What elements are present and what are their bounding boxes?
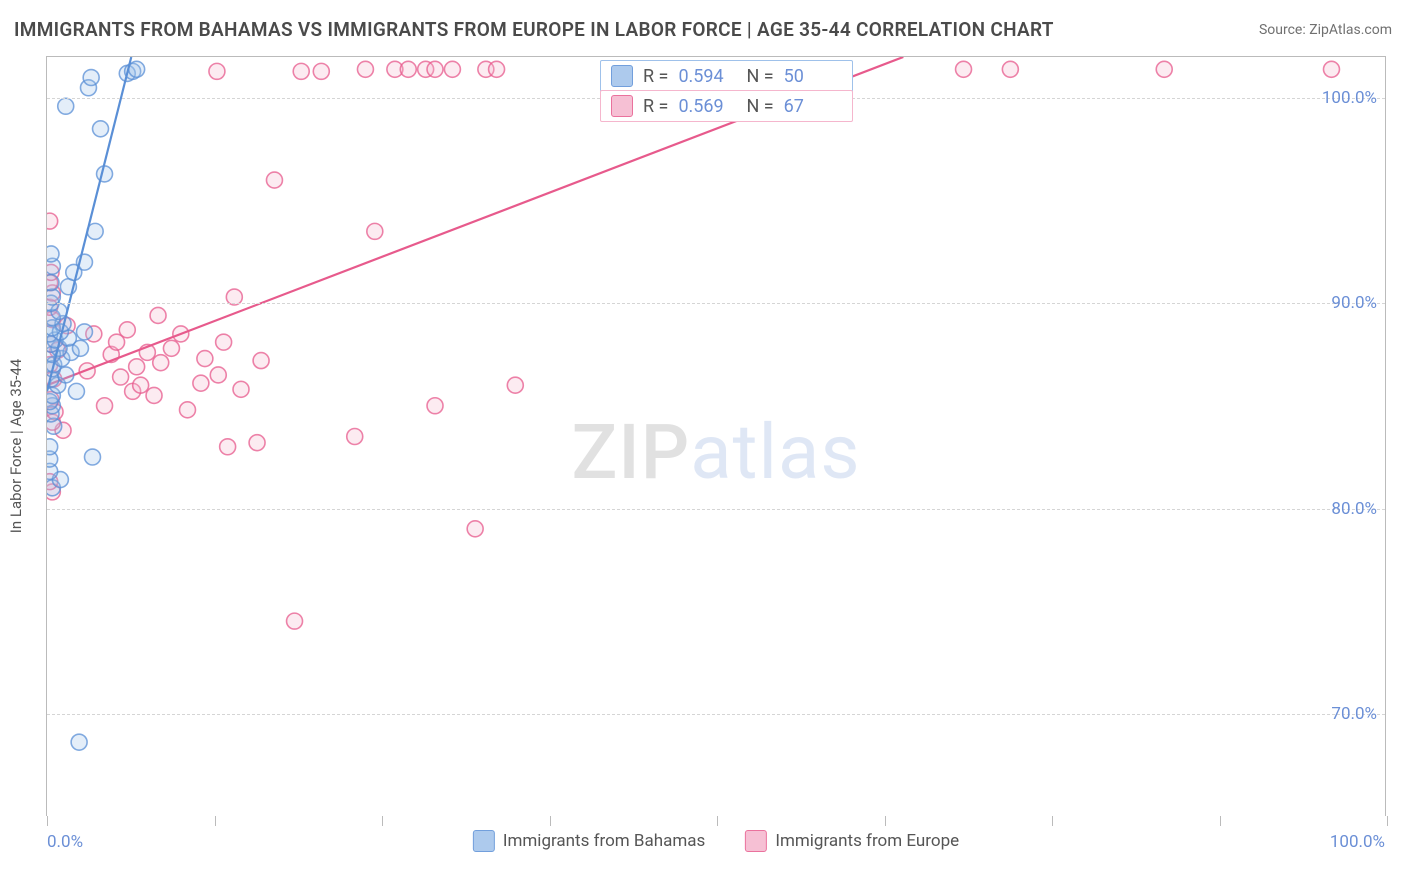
data-point bbox=[427, 61, 443, 77]
legend-label-europe: Immigrants from Europe bbox=[775, 831, 959, 851]
legend-swatch-europe bbox=[745, 830, 767, 852]
data-point bbox=[249, 435, 265, 451]
data-point bbox=[357, 61, 373, 77]
y-tick-label: 70.0% bbox=[1331, 704, 1377, 724]
data-point bbox=[216, 334, 232, 350]
data-point bbox=[76, 324, 92, 340]
data-point bbox=[47, 275, 59, 291]
stat-swatch bbox=[611, 95, 633, 117]
chart-title: IMMIGRANTS FROM BAHAMAS VS IMMIGRANTS FR… bbox=[14, 18, 1054, 41]
stat-box: R = 0.594 N = 50 bbox=[600, 60, 853, 92]
x-tick-mark bbox=[1220, 816, 1221, 826]
data-point bbox=[150, 307, 166, 323]
x-tick-mark bbox=[550, 816, 551, 826]
x-axis-min-label: 0.0% bbox=[47, 832, 83, 852]
data-point bbox=[210, 367, 226, 383]
scatter-plot bbox=[47, 57, 1385, 816]
data-point bbox=[293, 63, 309, 79]
x-axis-max-label: 100.0% bbox=[1330, 832, 1385, 852]
x-tick-mark bbox=[382, 816, 383, 826]
data-point bbox=[467, 521, 483, 537]
data-point bbox=[507, 377, 523, 393]
x-tick-mark bbox=[717, 816, 718, 826]
legend-item-europe: Immigrants from Europe bbox=[745, 830, 959, 852]
data-point bbox=[153, 355, 169, 371]
n-label: N = bbox=[746, 66, 773, 87]
data-point bbox=[85, 449, 101, 465]
data-point bbox=[347, 429, 363, 445]
data-point bbox=[180, 402, 196, 418]
title-bar: IMMIGRANTS FROM BAHAMAS VS IMMIGRANTS FR… bbox=[14, 18, 1392, 41]
chart-container: IMMIGRANTS FROM BAHAMAS VS IMMIGRANTS FR… bbox=[0, 0, 1406, 892]
data-point bbox=[129, 359, 145, 375]
x-tick-mark bbox=[1052, 816, 1053, 826]
data-point bbox=[97, 166, 113, 182]
data-point bbox=[47, 246, 59, 262]
data-point bbox=[193, 375, 209, 391]
y-tick-label: 100.0% bbox=[1322, 88, 1377, 108]
n-value: 67 bbox=[784, 96, 842, 117]
data-point bbox=[233, 381, 249, 397]
stat-swatch bbox=[611, 65, 633, 87]
data-point bbox=[266, 172, 282, 188]
data-point bbox=[209, 63, 225, 79]
data-point bbox=[83, 70, 99, 86]
data-point bbox=[68, 383, 84, 399]
data-point bbox=[253, 353, 269, 369]
data-point bbox=[400, 61, 416, 77]
data-point bbox=[71, 734, 87, 750]
n-value: 50 bbox=[784, 66, 842, 87]
data-point bbox=[113, 369, 129, 385]
data-point bbox=[146, 387, 162, 403]
data-point bbox=[367, 223, 383, 239]
y-axis-title: In Labor Force | Age 35-44 bbox=[7, 359, 25, 533]
x-tick-mark bbox=[885, 816, 886, 826]
gridline-h bbox=[47, 509, 1385, 510]
x-tick-mark bbox=[215, 816, 216, 826]
data-point bbox=[47, 439, 58, 455]
n-label: N = bbox=[746, 96, 773, 117]
data-point bbox=[133, 377, 149, 393]
legend-item-bahamas: Immigrants from Bahamas bbox=[473, 830, 705, 852]
y-tick-label: 90.0% bbox=[1331, 293, 1377, 313]
x-tick-mark bbox=[1387, 816, 1388, 826]
legend-label-bahamas: Immigrants from Bahamas bbox=[503, 831, 705, 851]
data-point bbox=[220, 439, 236, 455]
data-point bbox=[313, 63, 329, 79]
gridline-h bbox=[47, 714, 1385, 715]
r-label: R = bbox=[643, 66, 668, 87]
data-point bbox=[1002, 61, 1018, 77]
x-tick-mark bbox=[47, 816, 48, 826]
data-point bbox=[489, 61, 505, 77]
data-point bbox=[93, 121, 109, 137]
data-point bbox=[163, 340, 179, 356]
series-legend: Immigrants from Bahamas Immigrants from … bbox=[473, 830, 959, 852]
data-point bbox=[956, 61, 972, 77]
data-point bbox=[119, 322, 135, 338]
data-point bbox=[47, 213, 58, 229]
data-point bbox=[97, 398, 113, 414]
data-point bbox=[129, 61, 145, 77]
gridline-h bbox=[47, 303, 1385, 304]
r-value: 0.594 bbox=[678, 66, 736, 87]
data-point bbox=[197, 351, 213, 367]
chart-area: ZIPatlas 70.0%80.0%90.0%100.0% 0.0% 100.… bbox=[46, 56, 1386, 816]
source-label: Source: ZipAtlas.com bbox=[1259, 22, 1392, 38]
stat-box: R = 0.569 N = 67 bbox=[600, 90, 853, 122]
data-point bbox=[427, 398, 443, 414]
data-point bbox=[1156, 61, 1172, 77]
legend-swatch-bahamas bbox=[473, 830, 495, 852]
data-point bbox=[444, 61, 460, 77]
r-label: R = bbox=[643, 96, 668, 117]
data-point bbox=[58, 98, 74, 114]
r-value: 0.569 bbox=[678, 96, 736, 117]
data-point bbox=[287, 613, 303, 629]
y-tick-label: 80.0% bbox=[1331, 499, 1377, 519]
data-point bbox=[1323, 61, 1339, 77]
